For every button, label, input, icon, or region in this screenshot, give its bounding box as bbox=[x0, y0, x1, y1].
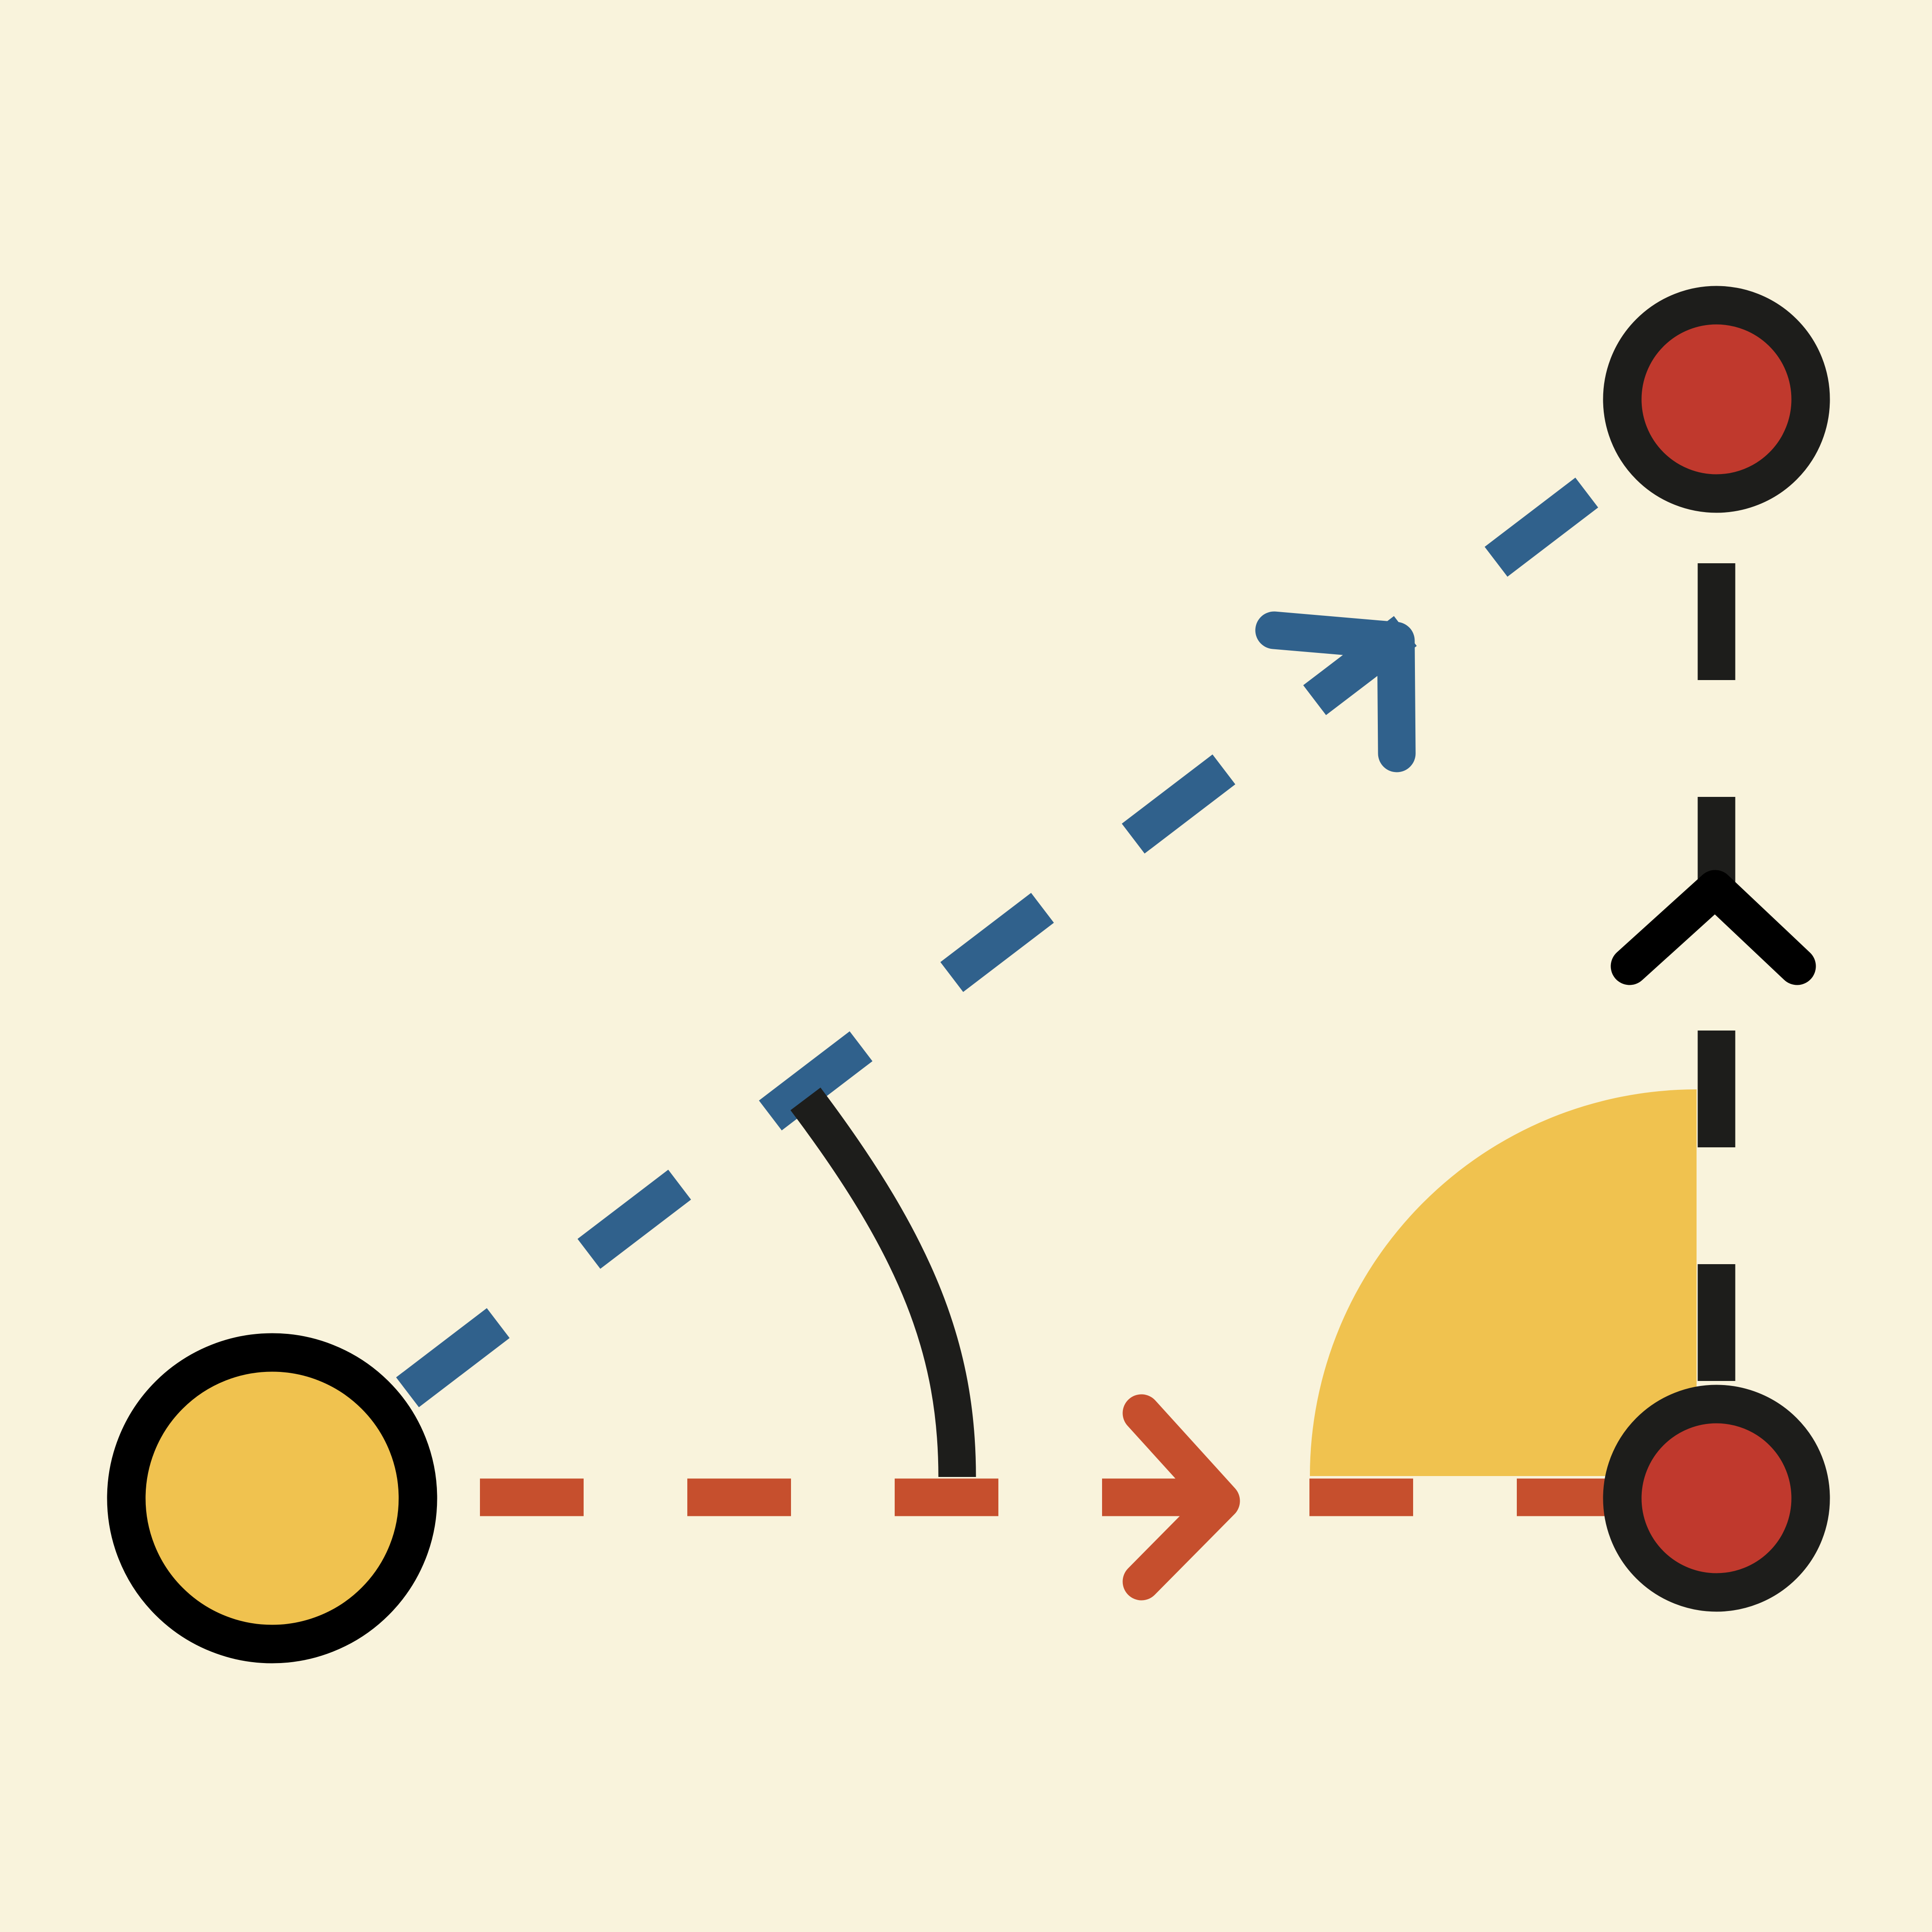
right-angle-sector bbox=[1310, 1089, 1697, 1476]
arrowhead-right-icon bbox=[1122, 1394, 1240, 1601]
bottom-right-node bbox=[1603, 1385, 1830, 1612]
diagonal-vector-line bbox=[396, 445, 1642, 1407]
angle-arc bbox=[790, 1088, 976, 1477]
arrowhead-diagonal-icon bbox=[1255, 611, 1416, 772]
top-right-node bbox=[1603, 286, 1830, 513]
arrowhead-up-icon bbox=[1611, 870, 1816, 985]
origin-node bbox=[107, 1333, 437, 1664]
